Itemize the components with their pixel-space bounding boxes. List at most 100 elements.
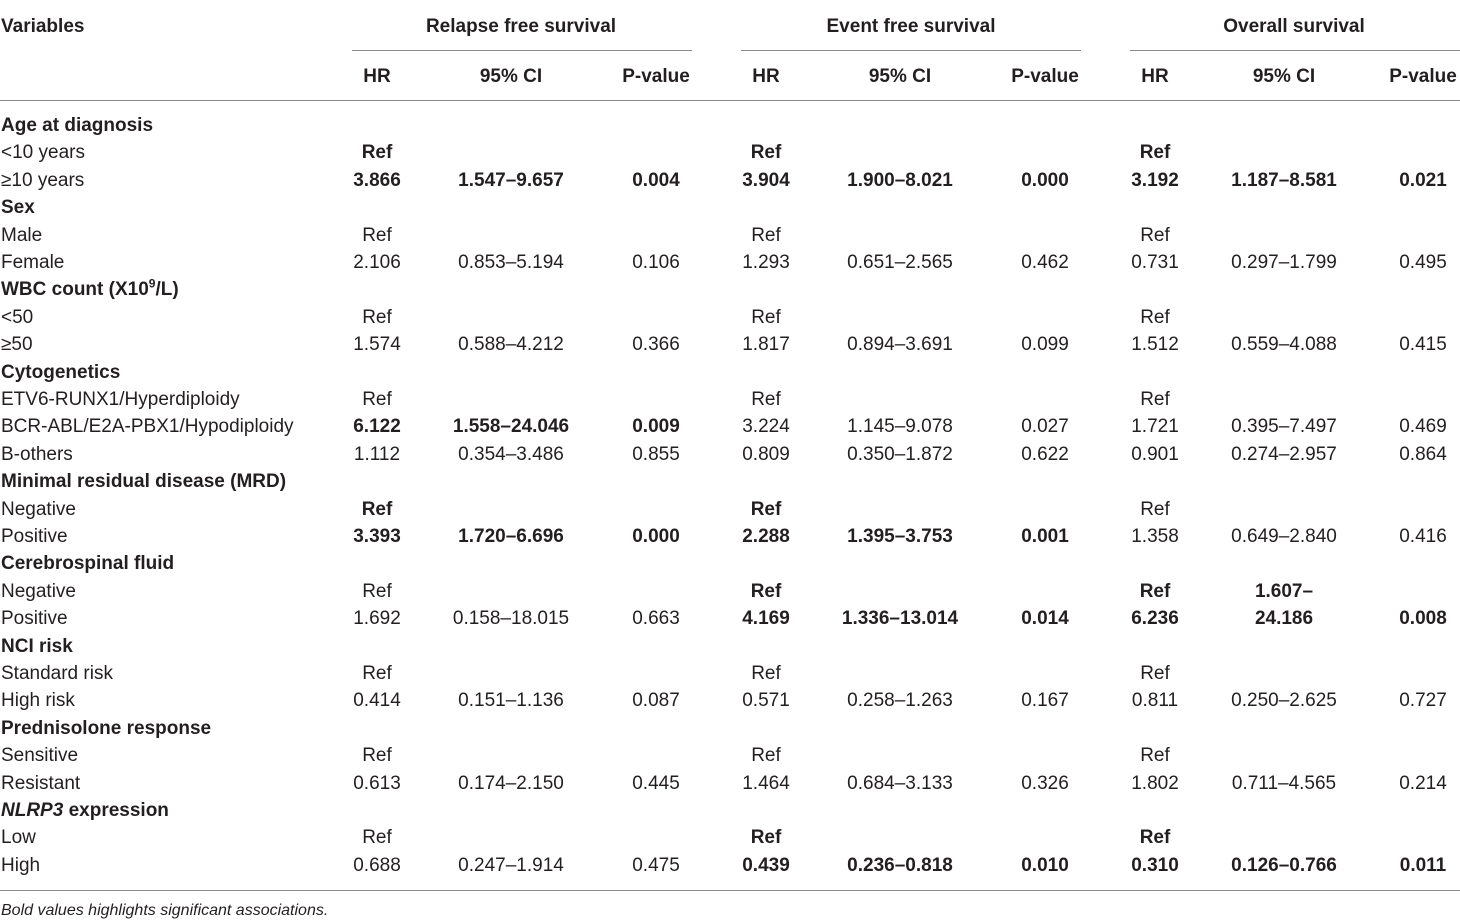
category-label: WBC count (X109/L) bbox=[1, 276, 179, 303]
cell-ci-rfs: 0.174–2.150 bbox=[458, 772, 564, 794]
cell-hr-os: Ref bbox=[1139, 827, 1171, 849]
cell-ci-efs: 0.350–1.872 bbox=[847, 443, 953, 465]
cell-ci-efs: 0.258–1.263 bbox=[847, 690, 953, 712]
row-label: Low bbox=[1, 824, 36, 851]
cell-hr-rfs: 1.692 bbox=[353, 608, 401, 630]
row-label: High bbox=[1, 852, 40, 879]
table-row: Positive 1.692 0.158–18.015 0.663 4.169 1.336… bbox=[0, 605, 1460, 632]
cell-hr-efs: 3.224 bbox=[742, 416, 790, 438]
cell-ci-efs: 0.894–3.691 bbox=[847, 334, 953, 356]
cell-hr-rfs: 3.866 bbox=[353, 169, 401, 191]
label-text: Prednisolone response bbox=[1, 717, 212, 739]
cell-hr-os: 1.512 bbox=[1131, 334, 1179, 356]
cell-hr-os: Ref bbox=[1140, 389, 1170, 410]
cell-p-rfs: 0.663 bbox=[632, 608, 680, 630]
row-label: Sensitive bbox=[1, 742, 78, 769]
table-row: ≥10 years 3.866 1.547–9.657 0.004 3.904 1.900… bbox=[0, 167, 1460, 194]
table-bottom-rule bbox=[0, 890, 1460, 891]
cell-hr-os: Ref bbox=[1139, 142, 1171, 164]
cell-ci-rfs: 1.720–6.696 bbox=[458, 526, 564, 547]
cell-p-rfs: 0.445 bbox=[632, 772, 680, 794]
cell-hr-rfs: Ref bbox=[362, 224, 392, 246]
category-row: NLRP3 expression bbox=[0, 797, 1460, 824]
row-label: High risk bbox=[1, 687, 75, 714]
table-row: Resistant 0.613 0.174–2.150 0.445 1.464 0.684… bbox=[0, 770, 1460, 797]
row-label: Negative bbox=[1, 578, 76, 605]
table-row: <10 years Ref Ref Ref bbox=[0, 139, 1460, 166]
row-label: BCR-ABL/E2A-PBX1/Hypodiploidy bbox=[1, 413, 294, 440]
cell-hr-rfs: Ref bbox=[362, 663, 392, 684]
label-text: BCR-ABL/E2A-PBX1/Hypodiploidy bbox=[1, 416, 294, 438]
cell-p-efs: 0.099 bbox=[1021, 334, 1069, 356]
table-row: Negative Ref Ref Ref 1.607– bbox=[0, 578, 1460, 605]
table-row: B-others 1.112 0.354–3.486 0.855 0.809 0.350–… bbox=[0, 441, 1460, 468]
cell-hr-efs: Ref bbox=[751, 224, 781, 246]
cell-hr-os: Ref bbox=[1140, 663, 1170, 684]
cell-p-rfs: 0.000 bbox=[632, 526, 680, 547]
cell-p-rfs: 0.366 bbox=[632, 334, 680, 356]
cell-p-os: 0.495 bbox=[1399, 252, 1447, 273]
cell-hr-efs: Ref bbox=[751, 306, 781, 328]
cell-hr-efs: 4.169 bbox=[742, 608, 790, 630]
group-rule-rfs bbox=[352, 50, 692, 51]
category-label: Age at diagnosis bbox=[1, 112, 153, 139]
label-text: Male bbox=[1, 224, 43, 246]
table-row: Male Ref Ref Ref bbox=[0, 222, 1460, 249]
cell-p-os: 0.469 bbox=[1399, 416, 1447, 438]
cell-ci-os: 1.607– bbox=[1254, 580, 1314, 602]
table-row: BCR-ABL/E2A-PBX1/Hypodiploidy 6.122 1.558–… bbox=[0, 413, 1460, 440]
category-row: Cytogenetics bbox=[0, 359, 1460, 386]
label-text: Standard risk bbox=[1, 663, 113, 684]
cell-hr-rfs: 1.574 bbox=[353, 334, 401, 356]
table-row: Negative Ref Ref Ref bbox=[0, 496, 1460, 523]
cell-p-rfs: 0.004 bbox=[632, 169, 680, 191]
cell-ci-rfs: 0.247–1.914 bbox=[458, 854, 564, 876]
cell-p-rfs: 0.087 bbox=[632, 690, 680, 712]
cell-hr-efs: 1.817 bbox=[742, 334, 790, 356]
cell-p-os: 0.011 bbox=[1399, 854, 1447, 876]
cell-hr-rfs: 0.688 bbox=[353, 854, 401, 876]
table-row: Standard risk Ref Ref Ref bbox=[0, 660, 1460, 687]
cell-hr-rfs: Ref bbox=[361, 498, 393, 520]
category-label: Cytogenetics bbox=[1, 359, 120, 386]
label-text: B-others bbox=[1, 443, 73, 465]
cell-ci-os: 0.649–2.840 bbox=[1231, 526, 1337, 547]
label-text: Cerebrospinal fluid bbox=[1, 553, 175, 575]
header-hr-efs: HR bbox=[752, 66, 780, 87]
cell-ci-efs: 1.395–3.753 bbox=[847, 526, 953, 547]
cell-hr-efs: Ref bbox=[750, 827, 782, 849]
label-text: Cytogenetics bbox=[1, 361, 121, 383]
label-text: Positive bbox=[1, 608, 68, 630]
cell-p-os: 0.416 bbox=[1399, 526, 1447, 547]
row-label: Female bbox=[1, 249, 64, 276]
cell-hr-efs: 1.293 bbox=[742, 252, 790, 273]
cell-hr-efs: Ref bbox=[751, 745, 781, 767]
cell-hr-efs: 0.809 bbox=[742, 443, 790, 465]
label-text: ETV6-RUNX1/Hyperdiploidy bbox=[1, 389, 240, 410]
header-p-os: P-value bbox=[1389, 66, 1457, 87]
cell-hr-os: Ref bbox=[1140, 306, 1170, 328]
category-row: Prednisolone response bbox=[0, 715, 1460, 742]
table-row: ≥50 1.574 0.588–4.212 0.366 1.817 0.894–3.691… bbox=[0, 331, 1460, 358]
cell-hr-os: Ref bbox=[1140, 745, 1170, 767]
label-text: Female bbox=[1, 252, 65, 273]
cell-hr-os: 6.236 bbox=[1131, 608, 1179, 630]
cell-ci-rfs: 0.853–5.194 bbox=[458, 252, 564, 273]
row-label: ≥50 bbox=[1, 331, 33, 358]
row-label: Negative bbox=[1, 496, 76, 523]
header-bottom-rule bbox=[0, 100, 1460, 101]
header-hr-os: HR bbox=[1141, 66, 1169, 87]
cell-ci-efs: 1.336–13.014 bbox=[841, 608, 959, 630]
cell-ci-os: 24.186 bbox=[1254, 608, 1314, 630]
row-label: ETV6-RUNX1/Hyperdiploidy bbox=[1, 386, 240, 413]
cell-hr-os: 1.358 bbox=[1131, 526, 1179, 547]
table-row: Positive 3.393 1.720–6.696 0.000 2.288 1.395–… bbox=[0, 523, 1460, 550]
category-label: Sex bbox=[1, 194, 35, 221]
header-p-efs: P-value bbox=[1011, 66, 1079, 87]
cell-p-os: 0.415 bbox=[1399, 334, 1447, 356]
table-row: Low Ref Ref Ref bbox=[0, 824, 1460, 851]
cell-hr-efs: 0.571 bbox=[742, 690, 790, 712]
cell-hr-rfs: 3.393 bbox=[353, 526, 401, 547]
cell-ci-efs: 0.684–3.133 bbox=[847, 772, 953, 794]
cell-hr-efs: 1.464 bbox=[742, 772, 790, 794]
